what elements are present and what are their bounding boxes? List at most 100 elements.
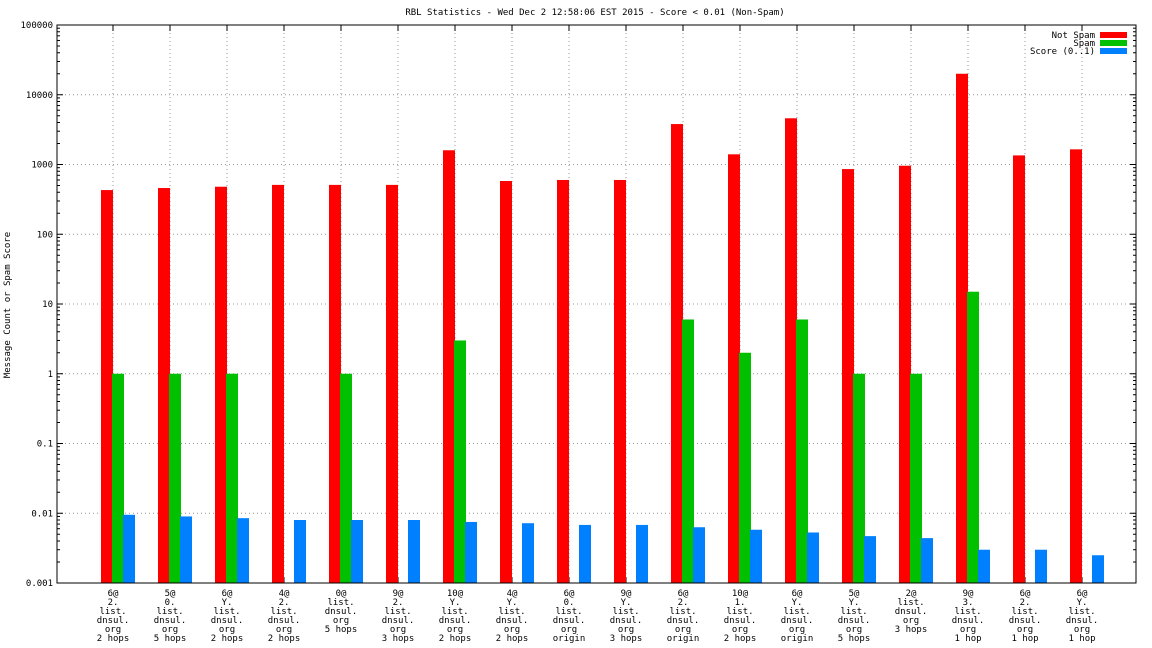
category-label-line: 2 hops — [439, 634, 472, 644]
bar-spam — [853, 373, 865, 583]
category-label-line: list. — [555, 607, 582, 617]
bar-spam — [682, 319, 694, 583]
category-label-line: 1 hop — [1068, 634, 1095, 644]
category-label-line: 6@ — [678, 589, 689, 599]
category-label-line: list. — [270, 607, 297, 617]
category-label-line: 3 hops — [382, 634, 415, 644]
category-label-line: 3 hops — [610, 634, 643, 644]
category-label: 6@ 2. list. dnsul. org 1 hop — [1009, 589, 1042, 644]
category-label-line: list. — [156, 607, 183, 617]
category-label-line: Y. — [792, 598, 803, 608]
category-label-line: 6@ — [564, 589, 575, 599]
category-label-line: list. — [726, 607, 753, 617]
category-label-line: 2. — [279, 598, 290, 608]
category-label-line: dnsul. — [97, 616, 130, 626]
bar-spam — [796, 319, 808, 583]
bar-score-0-1 — [636, 524, 648, 583]
category-label-line: Y. — [507, 598, 518, 608]
y-tick-label: 10000 — [26, 91, 53, 101]
bar-not-spam — [443, 150, 455, 583]
bar-spam — [112, 373, 124, 583]
category-label-line: 6@ — [108, 589, 119, 599]
category-label-line: Y. — [621, 598, 632, 608]
category-label-line: origin — [553, 634, 586, 644]
bar-score-0-1 — [1035, 549, 1047, 583]
category-label-line: org — [105, 625, 121, 635]
category-label-line: dnsul. — [838, 616, 871, 626]
category-label-line: Y. — [849, 598, 860, 608]
category-label-line: dnsul. — [952, 616, 985, 626]
bar-not-spam — [386, 184, 398, 583]
category-label: 6@ Y. list. dnsul. org 2 hops — [211, 589, 244, 644]
bar-not-spam — [614, 179, 626, 584]
bar-spam — [967, 291, 979, 583]
category-label-line: Y. — [450, 598, 461, 608]
y-tick-label: 1000 — [31, 161, 53, 171]
legend-label: Not Spam — [1052, 31, 1095, 41]
category-label: 10@ 1. list. dnsul. org 2 hops — [724, 589, 757, 644]
category-label-line: org — [162, 625, 178, 635]
bar-score-0-1 — [351, 520, 363, 583]
category-label-line: list. — [1011, 607, 1038, 617]
chart-title: RBL Statistics - Wed Dec 2 12:58:06 EST … — [405, 8, 784, 18]
bar-spam — [226, 373, 238, 583]
bar-score-0-1 — [1092, 555, 1104, 583]
category-label: 2@ list. dnsul. org 3 hops — [895, 589, 928, 635]
category-label-line: list. — [1068, 607, 1095, 617]
category-label-line: dnsul. — [667, 616, 700, 626]
bar-score-0-1 — [522, 523, 534, 583]
category-label-line: 2 hops — [724, 634, 757, 644]
legend-swatch — [1100, 32, 1127, 38]
category-label: 6@ Y. list. dnsul. org 1 hop — [1066, 589, 1099, 644]
category-label: 6@ 2. list. dnsul. org origin — [667, 589, 700, 644]
category-label-line: dnsul. — [1009, 616, 1042, 626]
category-label-line: 5@ — [849, 589, 860, 599]
bar-not-spam — [272, 184, 284, 583]
y-tick-label: 100 — [37, 230, 53, 240]
category-label-line: 0. — [564, 598, 575, 608]
category-label-line: list. — [213, 607, 240, 617]
y-tick-label: 0.001 — [26, 579, 53, 589]
bar-score-0-1 — [921, 538, 933, 583]
category-label-line: org — [846, 625, 862, 635]
category-label-line: list. — [327, 598, 354, 608]
category-label-line: 4@ — [279, 589, 290, 599]
category-label-line: dnsul. — [610, 616, 643, 626]
legend-swatch — [1100, 48, 1127, 54]
bar-not-spam — [956, 73, 968, 583]
category-label-line: 2 hops — [268, 634, 301, 644]
category-label: 5@ Y. list. dnsul. org 5 hops — [838, 589, 871, 644]
bar-not-spam — [1070, 149, 1082, 583]
category-label: 9@ 2. list. dnsul. org 3 hops — [382, 589, 415, 644]
category-label-line: dnsul. — [154, 616, 187, 626]
bars — [101, 73, 1104, 584]
category-label-line: 1. — [735, 598, 746, 608]
category-label-line: dnsul. — [439, 616, 472, 626]
bar-score-0-1 — [579, 524, 591, 583]
category-label: 4@ Y. list. dnsul. org 2 hops — [496, 589, 529, 644]
category-label-line: 2 hops — [97, 634, 130, 644]
category-label-line: 2. — [108, 598, 119, 608]
category-label-line: org — [618, 625, 634, 635]
bar-score-0-1 — [180, 516, 192, 583]
category-label-line: 5 hops — [325, 625, 358, 635]
bar-score-0-1 — [465, 521, 477, 583]
bar-not-spam — [899, 165, 911, 584]
category-label-line: org — [504, 625, 520, 635]
category-label: 6@ 0. list. dnsul. org origin — [553, 589, 586, 644]
category-label-line: org — [390, 625, 406, 635]
category-label-line: org — [447, 625, 463, 635]
category-label-line: 2@ — [906, 589, 917, 599]
category-label: 5@ 0. list. dnsul. org 5 hops — [154, 589, 187, 644]
bar-spam — [739, 352, 751, 583]
bar-score-0-1 — [294, 520, 306, 583]
category-label-line: list. — [840, 607, 867, 617]
legend-label: Score (0..1) — [1030, 47, 1095, 57]
y-tick-label: 1 — [48, 370, 53, 380]
category-label-line: 6@ — [1077, 589, 1088, 599]
category-label: 0@ list. dnsul. org 5 hops — [325, 589, 358, 635]
tick-labels: 0.001 0.01 0.1 1 10 100 1000 10000 100000 — [20, 21, 53, 589]
bar-not-spam — [1013, 155, 1025, 583]
bar-score-0-1 — [408, 520, 420, 583]
